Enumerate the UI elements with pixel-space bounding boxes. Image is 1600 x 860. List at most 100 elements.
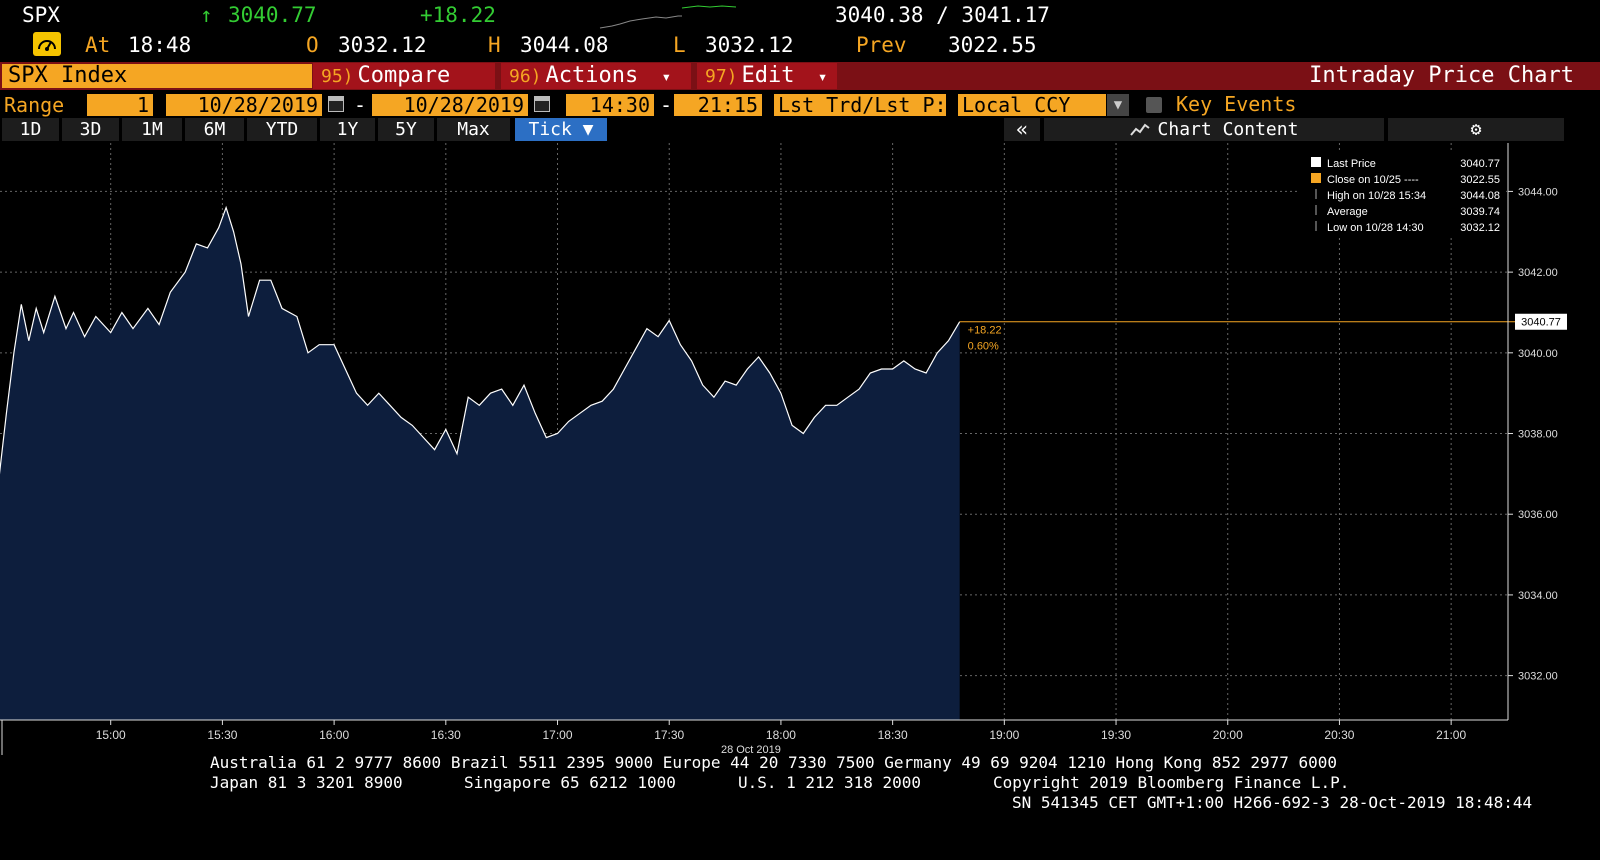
start-time-field[interactable]: 14:30 [566,94,654,116]
y-tick-label: 3040.00 [1518,348,1558,360]
net-change: +18.22 [420,3,496,27]
footer-japan: Japan 81 3 3201 8900 [210,773,403,792]
y-tick-label: 3034.00 [1518,590,1558,602]
chart-content-button[interactable]: Chart Content [1044,118,1384,141]
legend-swatch [1311,157,1321,167]
end-time-field[interactable]: 21:15 [674,94,762,116]
x-tick-label: 16:00 [319,728,349,742]
ticker-symbol: SPX [22,3,60,27]
x-tick-label: 18:30 [878,728,908,742]
quote-time: 18:48 [128,33,192,57]
legend-entry-label: Average [1327,206,1368,218]
x-tick-label: 20:30 [1324,728,1354,742]
key-events-label: Key Events [1176,92,1297,116]
period-button-6m[interactable]: 6M [185,118,244,141]
currency-dropdown-icon[interactable]: ▼ [1107,94,1129,116]
compare-label: Compare [357,63,451,88]
compare-number: 95) [321,66,354,87]
legend-box [1300,151,1506,237]
settings-button[interactable]: ⚙ [1388,118,1564,141]
edit-label: Edit [741,63,795,88]
calendar-icon[interactable] [534,96,550,112]
footer-contacts: Australia 61 2 9777 8600 Brazil 5511 239… [210,753,1338,772]
period-button-1y[interactable]: 1Y [320,118,375,141]
at-label: At [85,33,111,57]
x-tick-label: 21:00 [1436,728,1466,742]
low-label: L [673,33,686,57]
x-tick-label: 17:30 [654,728,684,742]
period-button-3d[interactable]: 3D [62,118,119,141]
high-label: H [488,33,501,57]
x-tick-label: 20:00 [1213,728,1243,742]
period-button-ytd[interactable]: YTD [247,118,317,141]
legend-entry-value: 3039.74 [1460,206,1500,218]
open-label: O [306,33,319,57]
legend-entry-value: 3044.08 [1460,190,1500,202]
x-tick-label: 15:30 [207,728,237,742]
tick-dropdown[interactable]: Tick ▼ [515,118,607,141]
y-tick-label: 3042.00 [1518,267,1558,279]
range-value-field[interactable]: 1 [87,94,153,116]
last-price: 3040.77 [228,3,317,27]
legend-entry-label: Last Price [1327,158,1376,170]
compare-button[interactable]: 95) Compare [313,63,495,89]
x-tick-label: 16:30 [431,728,461,742]
footer-session: SN 541345 CET GMT+1:00 H266-692-3 28-Oct… [1012,793,1533,812]
x-tick-label: 19:30 [1101,728,1131,742]
key-events-checkbox[interactable] [1146,97,1162,113]
calendar-icon[interactable] [328,96,344,112]
open-price: 3032.12 [338,33,427,57]
y-tick-label: 3036.00 [1518,509,1558,521]
high-price: 3044.08 [520,33,609,57]
chevron-down-icon: ▾ [661,67,672,86]
price-area [0,207,960,720]
currency-select[interactable]: Local CCY [958,94,1106,116]
intraday-chart: +18.22 0.60% 15:00 15:30 16:00 16:30 17:00 17:3… [0,143,1567,756]
price-field-select[interactable]: Lst Trd/Lst P: [774,94,946,116]
x-tick-label: 17:00 [543,728,573,742]
chevron-down-icon: ▾ [817,67,828,86]
time-separator: - [660,93,673,117]
edit-button[interactable]: 97) Edit ▾ [697,63,837,89]
bid-ask: 3040.38 / 3041.17 [835,3,1050,27]
legend-swatch [1311,173,1321,183]
actions-label: Actions [545,63,639,88]
legend-entry-label: Close on 10/25 ---- [1327,174,1419,186]
last-price-tag-label: 3040.77 [1521,317,1561,329]
start-date-field[interactable]: 10/28/2019 [166,94,322,116]
legend-entry-label: High on 10/28 15:34 [1327,190,1426,202]
security-field[interactable]: SPX Index [2,64,312,88]
x-tick-label: 18:00 [766,728,796,742]
period-button-5y[interactable]: 5Y [378,118,434,141]
footer-singapore: Singapore 65 6212 1000 [464,773,676,792]
period-button-1d[interactable]: 1D [2,118,59,141]
collapse-icon[interactable]: « [1004,118,1040,141]
period-button-1m[interactable]: 1M [122,118,182,141]
x-date-label: 28 Oct 2019 [721,744,781,756]
x-tick-label: 19:00 [989,728,1019,742]
legend-entry-value: 3022.55 [1460,174,1500,186]
x-tick-label: 15:00 [96,728,126,742]
period-button-max[interactable]: Max [437,118,510,141]
prev-close: 3022.55 [948,33,1037,57]
date-separator: - [354,93,367,117]
percent-annotation: 0.60% [968,341,999,353]
prev-label: Prev [856,33,907,57]
actions-button[interactable]: 96) Actions ▾ [501,63,691,89]
up-arrow-icon: ↑ [200,3,213,27]
end-date-field[interactable]: 10/28/2019 [372,94,528,116]
y-tick-label: 3032.00 [1518,671,1558,683]
last-price-tag [1515,313,1567,330]
footer-copyright: Copyright 2019 Bloomberg Finance L.P. [993,773,1350,792]
change-annotation: +18.22 [968,325,1002,337]
gear-icon: ⚙ [1470,119,1482,140]
low-price: 3032.12 [705,33,794,57]
legend-entry-label: Low on 10/28 14:30 [1327,222,1424,234]
page-title: Intraday Price Chart [1309,63,1574,88]
sparkline-icon [599,5,737,29]
legend-entry-value: 3040.77 [1460,158,1500,170]
gauge-icon[interactable] [33,32,61,56]
actions-number: 96) [509,66,542,87]
y-tick-label: 3044.00 [1518,186,1558,198]
chart-icon [1129,123,1150,136]
